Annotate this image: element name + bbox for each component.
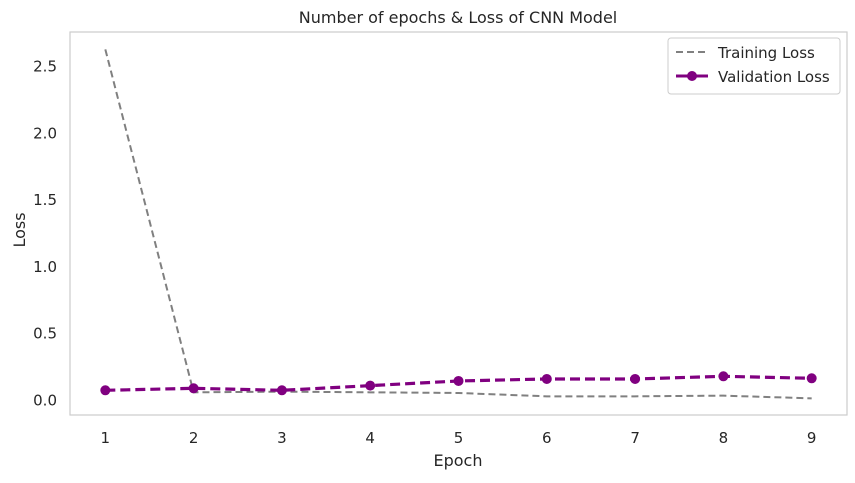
validation-loss-point: [718, 371, 729, 382]
x-axis-title: Epoch: [434, 451, 483, 470]
y-tick-labels: 0.0 0.5 1.0 1.5 2.0 2.5: [33, 58, 57, 410]
legend-training-loss-label: Training Loss: [717, 44, 815, 62]
x-tick-label: 7: [630, 429, 640, 447]
series-layer: [100, 49, 817, 400]
legend-box: [667, 37, 841, 95]
validation-loss-point: [188, 383, 199, 394]
y-tick-label: 0.5: [33, 325, 57, 343]
y-tick-label: 2.0: [33, 124, 57, 142]
legend: Training Loss Validation Loss: [667, 37, 841, 95]
validation-loss-point: [806, 373, 817, 384]
x-tick-label: 3: [277, 429, 287, 447]
x-tick-labels: 1 2 3 4 5 6 7 8 9: [101, 429, 817, 447]
validation-loss-point: [365, 380, 376, 391]
legend-validation-loss-marker: [687, 71, 697, 81]
series-line-training-loss: [104, 49, 812, 400]
validation-loss-point: [276, 385, 287, 396]
plot-frame: [69, 31, 848, 416]
x-tick-label: 1: [101, 429, 111, 447]
y-tick-label: 2.5: [33, 58, 57, 76]
validation-loss-point: [100, 385, 111, 396]
y-tick-label: 1.0: [33, 258, 57, 276]
validation-loss-point: [630, 373, 641, 384]
y-tick-label: 0.0: [33, 391, 57, 409]
x-tick-label: 5: [454, 429, 464, 447]
legend-validation-loss-label: Validation Loss: [718, 68, 830, 86]
validation-loss-point: [453, 375, 464, 386]
x-tick-label: 8: [719, 429, 729, 447]
x-tick-label: 2: [189, 429, 199, 447]
x-tick-label: 6: [542, 429, 552, 447]
validation-loss-point: [541, 373, 552, 384]
y-axis-title: Loss: [10, 212, 29, 247]
chart-title: Number of epochs & Loss of CNN Model: [299, 8, 618, 27]
y-tick-label: 1.5: [33, 191, 57, 209]
x-tick-label: 4: [365, 429, 375, 447]
x-tick-label: 9: [807, 429, 817, 447]
